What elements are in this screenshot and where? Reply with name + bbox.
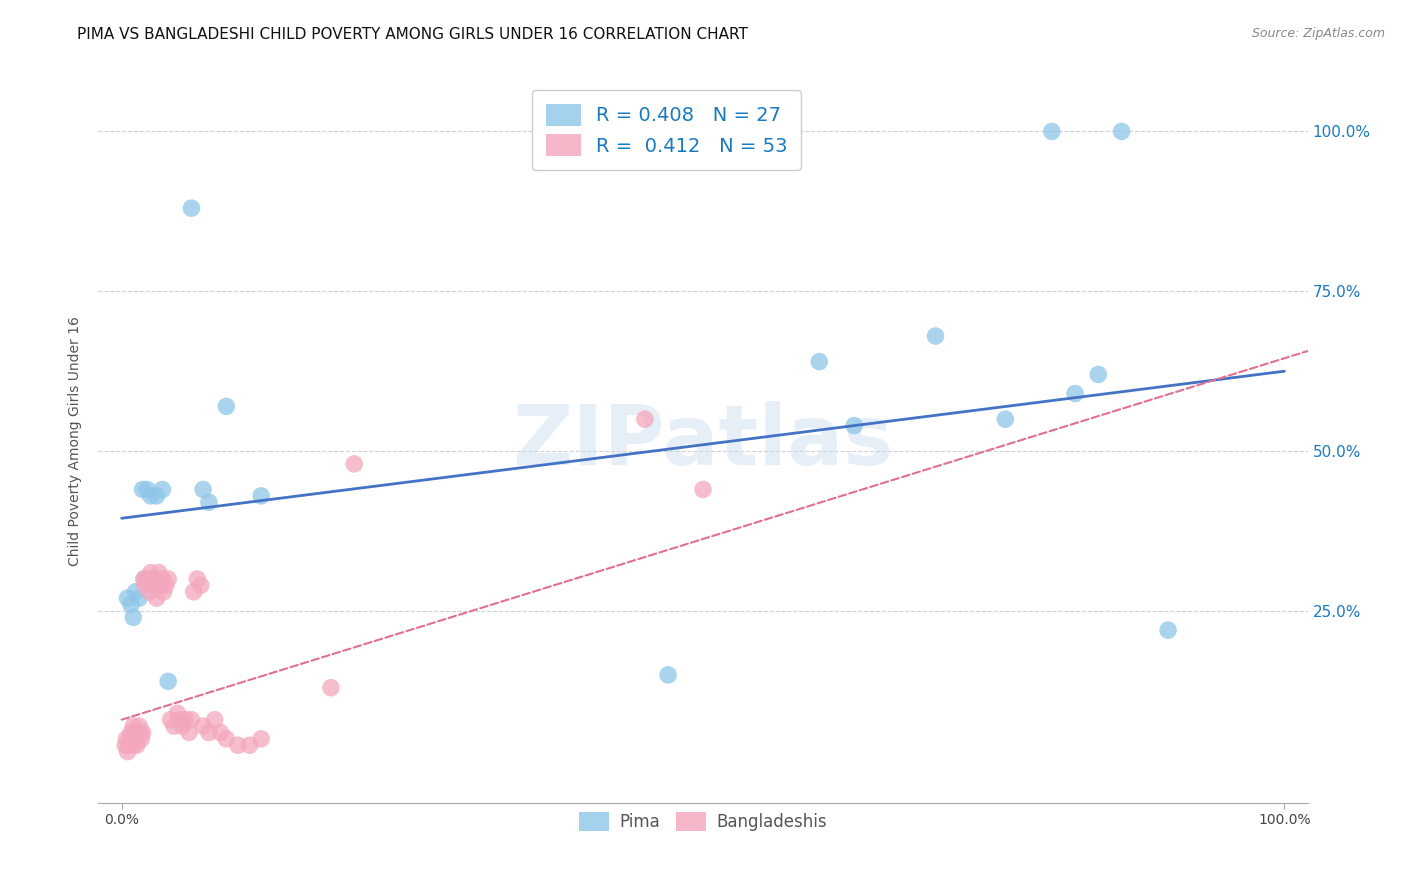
Point <box>127 731 149 746</box>
Point <box>319 681 342 695</box>
Point <box>139 489 162 503</box>
Point <box>634 412 657 426</box>
Point <box>122 719 145 733</box>
Point <box>141 578 163 592</box>
Point <box>115 731 138 746</box>
Point <box>209 725 232 739</box>
Point <box>148 566 170 580</box>
Point <box>1087 368 1109 382</box>
Point <box>155 578 177 592</box>
Text: Source: ZipAtlas.com: Source: ZipAtlas.com <box>1251 27 1385 40</box>
Point <box>122 738 145 752</box>
Point <box>124 584 146 599</box>
Point <box>132 572 155 586</box>
Point <box>183 584 205 599</box>
Point <box>169 713 191 727</box>
Point <box>138 584 160 599</box>
Text: PIMA VS BANGLADESHI CHILD POVERTY AMONG GIRLS UNDER 16 CORRELATION CHART: PIMA VS BANGLADESHI CHILD POVERTY AMONG … <box>77 27 748 42</box>
Point <box>163 719 186 733</box>
Point <box>124 725 146 739</box>
Point <box>239 738 262 752</box>
Point <box>180 713 202 727</box>
Point <box>150 572 173 586</box>
Point <box>117 745 139 759</box>
Point <box>129 725 152 739</box>
Point <box>136 572 159 586</box>
Point <box>190 578 212 592</box>
Point <box>172 719 194 733</box>
Point <box>136 483 159 497</box>
Point <box>215 731 238 746</box>
Text: ZIPatlas: ZIPatlas <box>513 401 893 482</box>
Point <box>145 591 167 606</box>
Point <box>1111 124 1133 138</box>
Point <box>122 610 145 624</box>
Point <box>120 598 142 612</box>
Point <box>174 713 197 727</box>
Point <box>125 738 148 752</box>
Point <box>994 412 1017 426</box>
Point <box>179 725 201 739</box>
Point <box>131 731 153 746</box>
Point <box>157 674 180 689</box>
Point <box>844 418 866 433</box>
Point <box>1040 124 1063 138</box>
Point <box>114 738 136 752</box>
Point <box>128 591 150 606</box>
Point <box>128 719 150 733</box>
Point <box>198 495 221 509</box>
Point <box>250 731 273 746</box>
Point <box>117 591 139 606</box>
Point <box>149 578 172 592</box>
Point <box>146 578 169 592</box>
Point <box>166 706 188 721</box>
Point <box>143 572 166 586</box>
Point <box>1064 386 1087 401</box>
Point <box>215 400 238 414</box>
Point <box>808 354 831 368</box>
Legend: Pima, Bangladeshis: Pima, Bangladeshis <box>572 805 834 838</box>
Point <box>157 572 180 586</box>
Point <box>150 483 173 497</box>
Point <box>343 457 366 471</box>
Point <box>250 489 273 503</box>
Point <box>152 584 174 599</box>
Point <box>924 329 946 343</box>
Point <box>120 725 142 739</box>
Y-axis label: Child Poverty Among Girls Under 16: Child Poverty Among Girls Under 16 <box>69 317 83 566</box>
Point <box>657 668 679 682</box>
Point <box>134 578 156 592</box>
Point <box>1157 623 1180 637</box>
Point <box>159 713 181 727</box>
Point <box>198 725 221 739</box>
Point <box>139 566 162 580</box>
Point <box>191 483 214 497</box>
Point <box>118 738 141 752</box>
Point <box>191 719 214 733</box>
Point <box>121 731 143 746</box>
Point <box>134 572 156 586</box>
Point <box>186 572 208 586</box>
Point <box>180 201 202 215</box>
Point <box>145 489 167 503</box>
Point <box>118 731 141 746</box>
Point <box>692 483 714 497</box>
Point <box>131 725 153 739</box>
Point <box>131 483 153 497</box>
Point <box>204 713 226 727</box>
Point <box>226 738 249 752</box>
